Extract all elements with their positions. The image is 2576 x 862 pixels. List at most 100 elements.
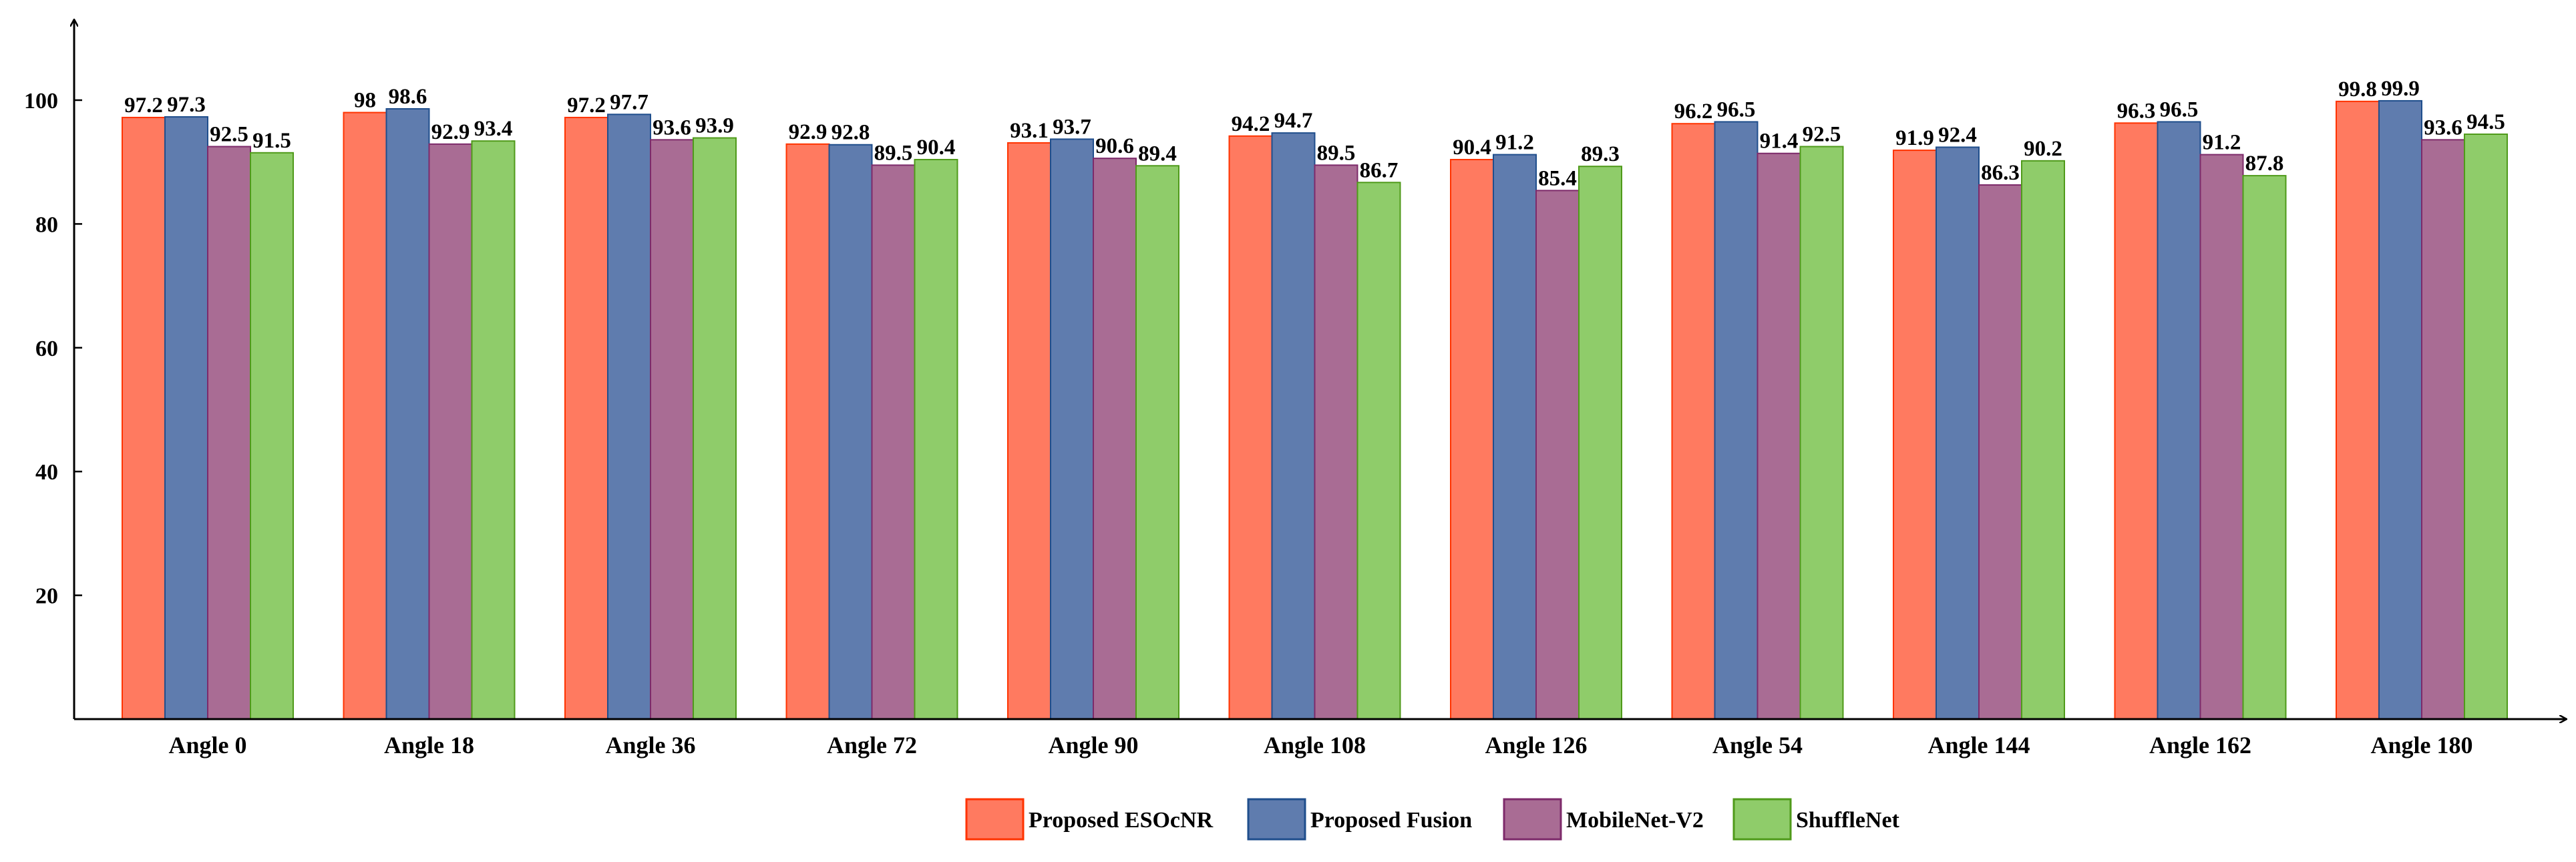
data-label: 90.4: [917, 136, 956, 160]
bar-proposed-esocnr: [1893, 150, 1937, 720]
bar-shufflenet: [2242, 175, 2287, 720]
x-tick-label: Angle 0: [169, 732, 247, 759]
data-label: 96.5: [1717, 97, 1756, 122]
bar-proposed-fusion: [1714, 121, 1759, 720]
data-label: 91.9: [1895, 126, 1934, 150]
data-label: 97.2: [124, 93, 163, 118]
legend-label: MobileNet-V2: [1566, 808, 1704, 833]
bar-proposed-fusion: [828, 144, 873, 720]
legend: Proposed ESOcNR Proposed Fusion MobileNet-…: [965, 798, 1900, 841]
y-tick-label: 80: [35, 212, 58, 237]
bar-proposed-esocnr: [2336, 100, 2380, 720]
bar-proposed-fusion: [2378, 99, 2422, 720]
bar-proposed-fusion: [1936, 146, 1980, 720]
bar-shufflenet: [914, 158, 958, 720]
bar-mobilenet-v2: [650, 139, 694, 720]
bar-proposed-esocnr: [564, 116, 608, 720]
data-label: 96.3: [2117, 99, 2156, 123]
data-label: 89.4: [1138, 142, 1177, 166]
bar-proposed-esocnr: [1450, 158, 1494, 720]
data-label: 98.6: [389, 85, 427, 109]
bar-shufflenet: [1135, 165, 1179, 720]
bar-shufflenet: [1356, 182, 1401, 720]
bar-proposed-fusion: [164, 116, 208, 720]
data-label: 87.8: [2245, 152, 2284, 176]
x-tick-label: Angle 36: [606, 732, 696, 759]
y-ticks-layer: 20 40 60 80 100: [24, 89, 82, 609]
bar-proposed-esocnr: [1671, 123, 1716, 720]
data-label: 97.7: [610, 90, 649, 114]
data-label: 90.4: [1453, 136, 1491, 160]
legend-label: Proposed Fusion: [1310, 808, 1472, 833]
bar-mobilenet-v2: [1314, 164, 1358, 720]
legend-label: Proposed ESOcNR: [1029, 808, 1214, 833]
bar-proposed-fusion: [1493, 154, 1537, 720]
bar-shufflenet: [1799, 146, 1844, 720]
bar-mobilenet-v2: [1535, 190, 1580, 720]
bar-proposed-esocnr: [122, 116, 166, 720]
data-label: 92.5: [210, 123, 248, 147]
axes-layer: [74, 20, 2566, 719]
data-label: 91.4: [1760, 130, 1799, 154]
x-ticks-layer: Angle 0 Angle 18 Angle 36 Angle 72 Angle 90 A…: [169, 732, 2473, 759]
bar-mobilenet-v2: [1757, 152, 1801, 720]
bar-mobilenet-v2: [871, 164, 916, 720]
data-label: 90.6: [1095, 134, 1134, 158]
bar-proposed-esocnr: [785, 143, 830, 720]
data-label: 93.1: [1010, 119, 1049, 143]
bar-mobilenet-v2: [1093, 158, 1137, 720]
data-label: 89.3: [1581, 142, 1620, 166]
data-label: 89.5: [1317, 141, 1356, 165]
legend-swatch: [965, 798, 1025, 841]
x-tick-label: Angle 144: [1928, 732, 2030, 759]
y-tick-label: 100: [24, 89, 58, 114]
bar-shufflenet: [471, 140, 516, 720]
x-tick-label: Angle 72: [827, 732, 917, 759]
bar-shufflenet: [2464, 133, 2508, 720]
bar-shufflenet: [1578, 166, 1622, 720]
data-label: 96.2: [1674, 99, 1713, 124]
bar-proposed-esocnr: [2114, 122, 2159, 720]
bar-mobilenet-v2: [428, 143, 473, 720]
data-label: 92.4: [1938, 123, 1977, 147]
data-label: 89.5: [874, 141, 913, 165]
bar-mobilenet-v2: [1978, 184, 2022, 720]
bar-mobilenet-v2: [2421, 139, 2465, 720]
data-label: 97.3: [167, 93, 206, 117]
data-label: 92.5: [1803, 123, 1841, 147]
data-label: 86.7: [1360, 158, 1399, 182]
data-label: 92.9: [789, 120, 827, 144]
bar-mobilenet-v2: [207, 146, 251, 720]
data-label: 97.2: [567, 93, 606, 118]
value-labels-layer: 97.2 97.392.5 91.598 98.692.9 93.497.2 97.793…: [124, 77, 2505, 190]
data-label: 90.2: [2024, 137, 2062, 161]
data-label: 85.4: [1538, 166, 1577, 190]
x-tick-label: Angle 180: [2371, 732, 2473, 759]
bar-mobilenet-v2: [2199, 154, 2244, 720]
legend-swatch: [1503, 798, 1562, 841]
bar-shufflenet: [250, 152, 294, 720]
y-tick-label: 20: [35, 584, 58, 609]
bar-proposed-fusion: [607, 114, 651, 720]
legend-swatch: [1732, 798, 1792, 841]
data-label: 92.8: [832, 121, 870, 145]
data-label: 94.5: [2466, 110, 2505, 134]
x-tick-label: Angle 162: [2149, 732, 2251, 759]
data-label: 93.4: [474, 117, 513, 141]
bar-proposed-esocnr: [343, 112, 387, 720]
data-label: 94.2: [1232, 112, 1270, 136]
data-label: 94.7: [1274, 109, 1313, 133]
x-tick-label: Angle 18: [384, 732, 474, 759]
bar-proposed-fusion: [1050, 138, 1094, 720]
data-label: 99.9: [2381, 77, 2420, 101]
data-label: 93.6: [653, 116, 691, 140]
x-tick-label: Angle 108: [1264, 732, 1366, 759]
data-label: 93.9: [695, 114, 734, 138]
legend-swatch: [1247, 798, 1306, 841]
bar-proposed-fusion: [2157, 121, 2201, 720]
bar-proposed-fusion: [1271, 132, 1316, 720]
data-label: 91.2: [2203, 131, 2241, 155]
data-label: 96.5: [2160, 97, 2199, 122]
data-label: 92.9: [431, 120, 470, 144]
